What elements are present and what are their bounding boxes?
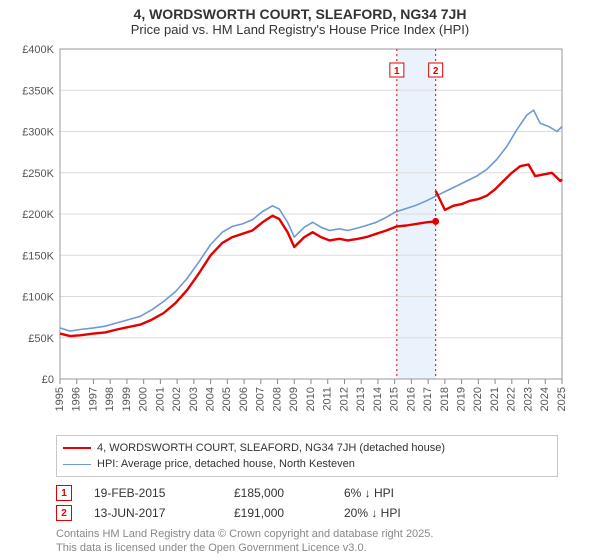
svg-text:1997: 1997: [87, 387, 99, 411]
legend-swatch: [63, 464, 91, 465]
sale-price: £191,000: [234, 506, 344, 520]
sale-delta: 6% ↓ HPI: [344, 486, 464, 500]
svg-text:2003: 2003: [188, 387, 200, 411]
sale-marker-icon: 2: [56, 505, 72, 521]
svg-text:£0: £0: [42, 374, 54, 386]
svg-text:1996: 1996: [71, 387, 83, 411]
svg-text:2010: 2010: [305, 387, 317, 411]
svg-text:2022: 2022: [506, 387, 518, 411]
svg-text:£50K: £50K: [28, 333, 54, 345]
sale-row: 2 13-JUN-2017£191,00020% ↓ HPI: [56, 503, 600, 523]
svg-text:£300K: £300K: [22, 127, 54, 139]
svg-text:2004: 2004: [205, 387, 217, 411]
svg-text:2014: 2014: [372, 387, 384, 411]
svg-text:2025: 2025: [556, 387, 568, 411]
svg-text:2002: 2002: [171, 387, 183, 411]
svg-text:2000: 2000: [138, 387, 150, 411]
svg-text:2008: 2008: [271, 387, 283, 411]
svg-text:1995: 1995: [54, 387, 66, 411]
sale-price: £185,000: [234, 486, 344, 500]
svg-text:£400K: £400K: [22, 44, 54, 56]
svg-text:2015: 2015: [389, 387, 401, 411]
svg-text:2006: 2006: [238, 387, 250, 411]
legend-label: 4, WORDSWORTH COURT, SLEAFORD, NG34 7JH …: [97, 442, 445, 454]
svg-text:2011: 2011: [322, 387, 334, 411]
svg-text:£100K: £100K: [22, 292, 54, 304]
footer-line-1: Contains HM Land Registry data © Crown c…: [56, 527, 600, 541]
svg-text:2018: 2018: [439, 387, 451, 411]
svg-text:£150K: £150K: [22, 250, 54, 262]
sale-delta: 20% ↓ HPI: [344, 506, 464, 520]
svg-text:2001: 2001: [154, 387, 166, 411]
svg-text:2009: 2009: [288, 387, 300, 411]
svg-text:2019: 2019: [456, 387, 468, 411]
svg-text:2005: 2005: [221, 387, 233, 411]
footer-line-2: This data is licensed under the Open Gov…: [56, 541, 600, 555]
chart-svg: £0 £50K £100K £150K £200K £250K £300K £350K £400…: [4, 39, 594, 429]
svg-text:2021: 2021: [489, 387, 501, 411]
sale-date: 13-JUN-2017: [94, 506, 234, 520]
sale-date: 19-FEB-2015: [94, 486, 234, 500]
legend-swatch: [63, 447, 91, 449]
sale-row: 1 19-FEB-2015£185,0006% ↓ HPI: [56, 483, 600, 503]
svg-text:2013: 2013: [355, 387, 367, 411]
footer-attribution: Contains HM Land Registry data © Crown c…: [56, 527, 600, 556]
legend-row: HPI: Average price, detached house, Nort…: [63, 456, 551, 472]
svg-text:1998: 1998: [104, 387, 116, 411]
svg-text:2020: 2020: [472, 387, 484, 411]
svg-text:£250K: £250K: [22, 168, 54, 180]
svg-text:2: 2: [433, 66, 439, 77]
svg-text:£350K: £350K: [22, 85, 54, 97]
svg-text:2024: 2024: [539, 387, 551, 411]
svg-text:£200K: £200K: [22, 209, 54, 221]
page-subtitle: Price paid vs. HM Land Registry's House …: [0, 22, 600, 39]
svg-text:1999: 1999: [121, 387, 133, 411]
sale-marker-icon: 1: [56, 485, 72, 501]
svg-text:2023: 2023: [522, 387, 534, 411]
svg-text:2012: 2012: [338, 387, 350, 411]
legend-label: HPI: Average price, detached house, Nort…: [97, 458, 355, 470]
price-chart: £0 £50K £100K £150K £200K £250K £300K £350K £400…: [4, 39, 594, 429]
svg-text:1: 1: [394, 66, 400, 77]
sales-table: 1 19-FEB-2015£185,0006% ↓ HPI 2 13-JUN-2017…: [56, 483, 600, 523]
svg-text:2016: 2016: [405, 387, 417, 411]
svg-text:2007: 2007: [255, 387, 267, 411]
page-title: 4, WORDSWORTH COURT, SLEAFORD, NG34 7JH: [0, 0, 600, 22]
legend-row: 4, WORDSWORTH COURT, SLEAFORD, NG34 7JH …: [63, 440, 551, 456]
svg-text:2017: 2017: [422, 387, 434, 411]
legend-box: 4, WORDSWORTH COURT, SLEAFORD, NG34 7JH …: [56, 435, 558, 477]
